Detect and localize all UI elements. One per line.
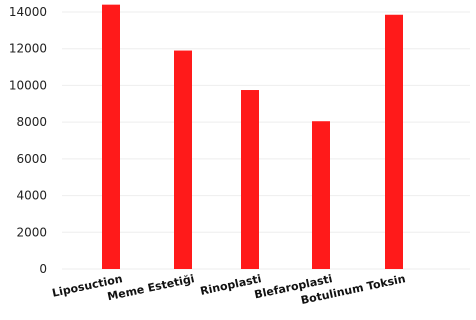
y-tick-label: 4000 (16, 189, 47, 203)
bar-botulinum-toksin (385, 14, 403, 270)
y-tick-label: 8000 (16, 115, 47, 129)
y-axis-ticks: 0 2000 4000 6000 8000 10000 12000 14000 (9, 5, 47, 276)
y-tick-label: 10000 (9, 78, 47, 92)
y-tick-label: 6000 (16, 152, 47, 166)
y-tick-label: 0 (39, 262, 47, 276)
bar-meme-esteti-i (174, 50, 192, 269)
bars (102, 4, 403, 270)
bar-blefaroplasti (312, 121, 330, 269)
y-tick-label: 2000 (16, 225, 47, 239)
y-tick-label: 14000 (9, 5, 47, 19)
grid-lines (62, 11, 470, 270)
bar-liposuction (102, 4, 120, 270)
y-tick-label: 12000 (9, 42, 47, 56)
x-tick-label: Rinoplasti (199, 272, 263, 298)
bar-rinoplasti (241, 90, 259, 270)
